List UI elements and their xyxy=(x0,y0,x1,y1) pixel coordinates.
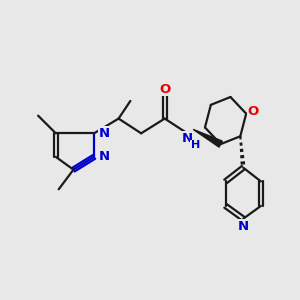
Text: N: N xyxy=(182,132,193,145)
Text: O: O xyxy=(159,82,170,96)
Text: N: N xyxy=(238,220,249,233)
Polygon shape xyxy=(193,129,222,147)
Text: N: N xyxy=(99,150,110,164)
Text: O: O xyxy=(248,105,259,118)
Text: N: N xyxy=(99,127,110,140)
Text: H: H xyxy=(190,140,200,150)
